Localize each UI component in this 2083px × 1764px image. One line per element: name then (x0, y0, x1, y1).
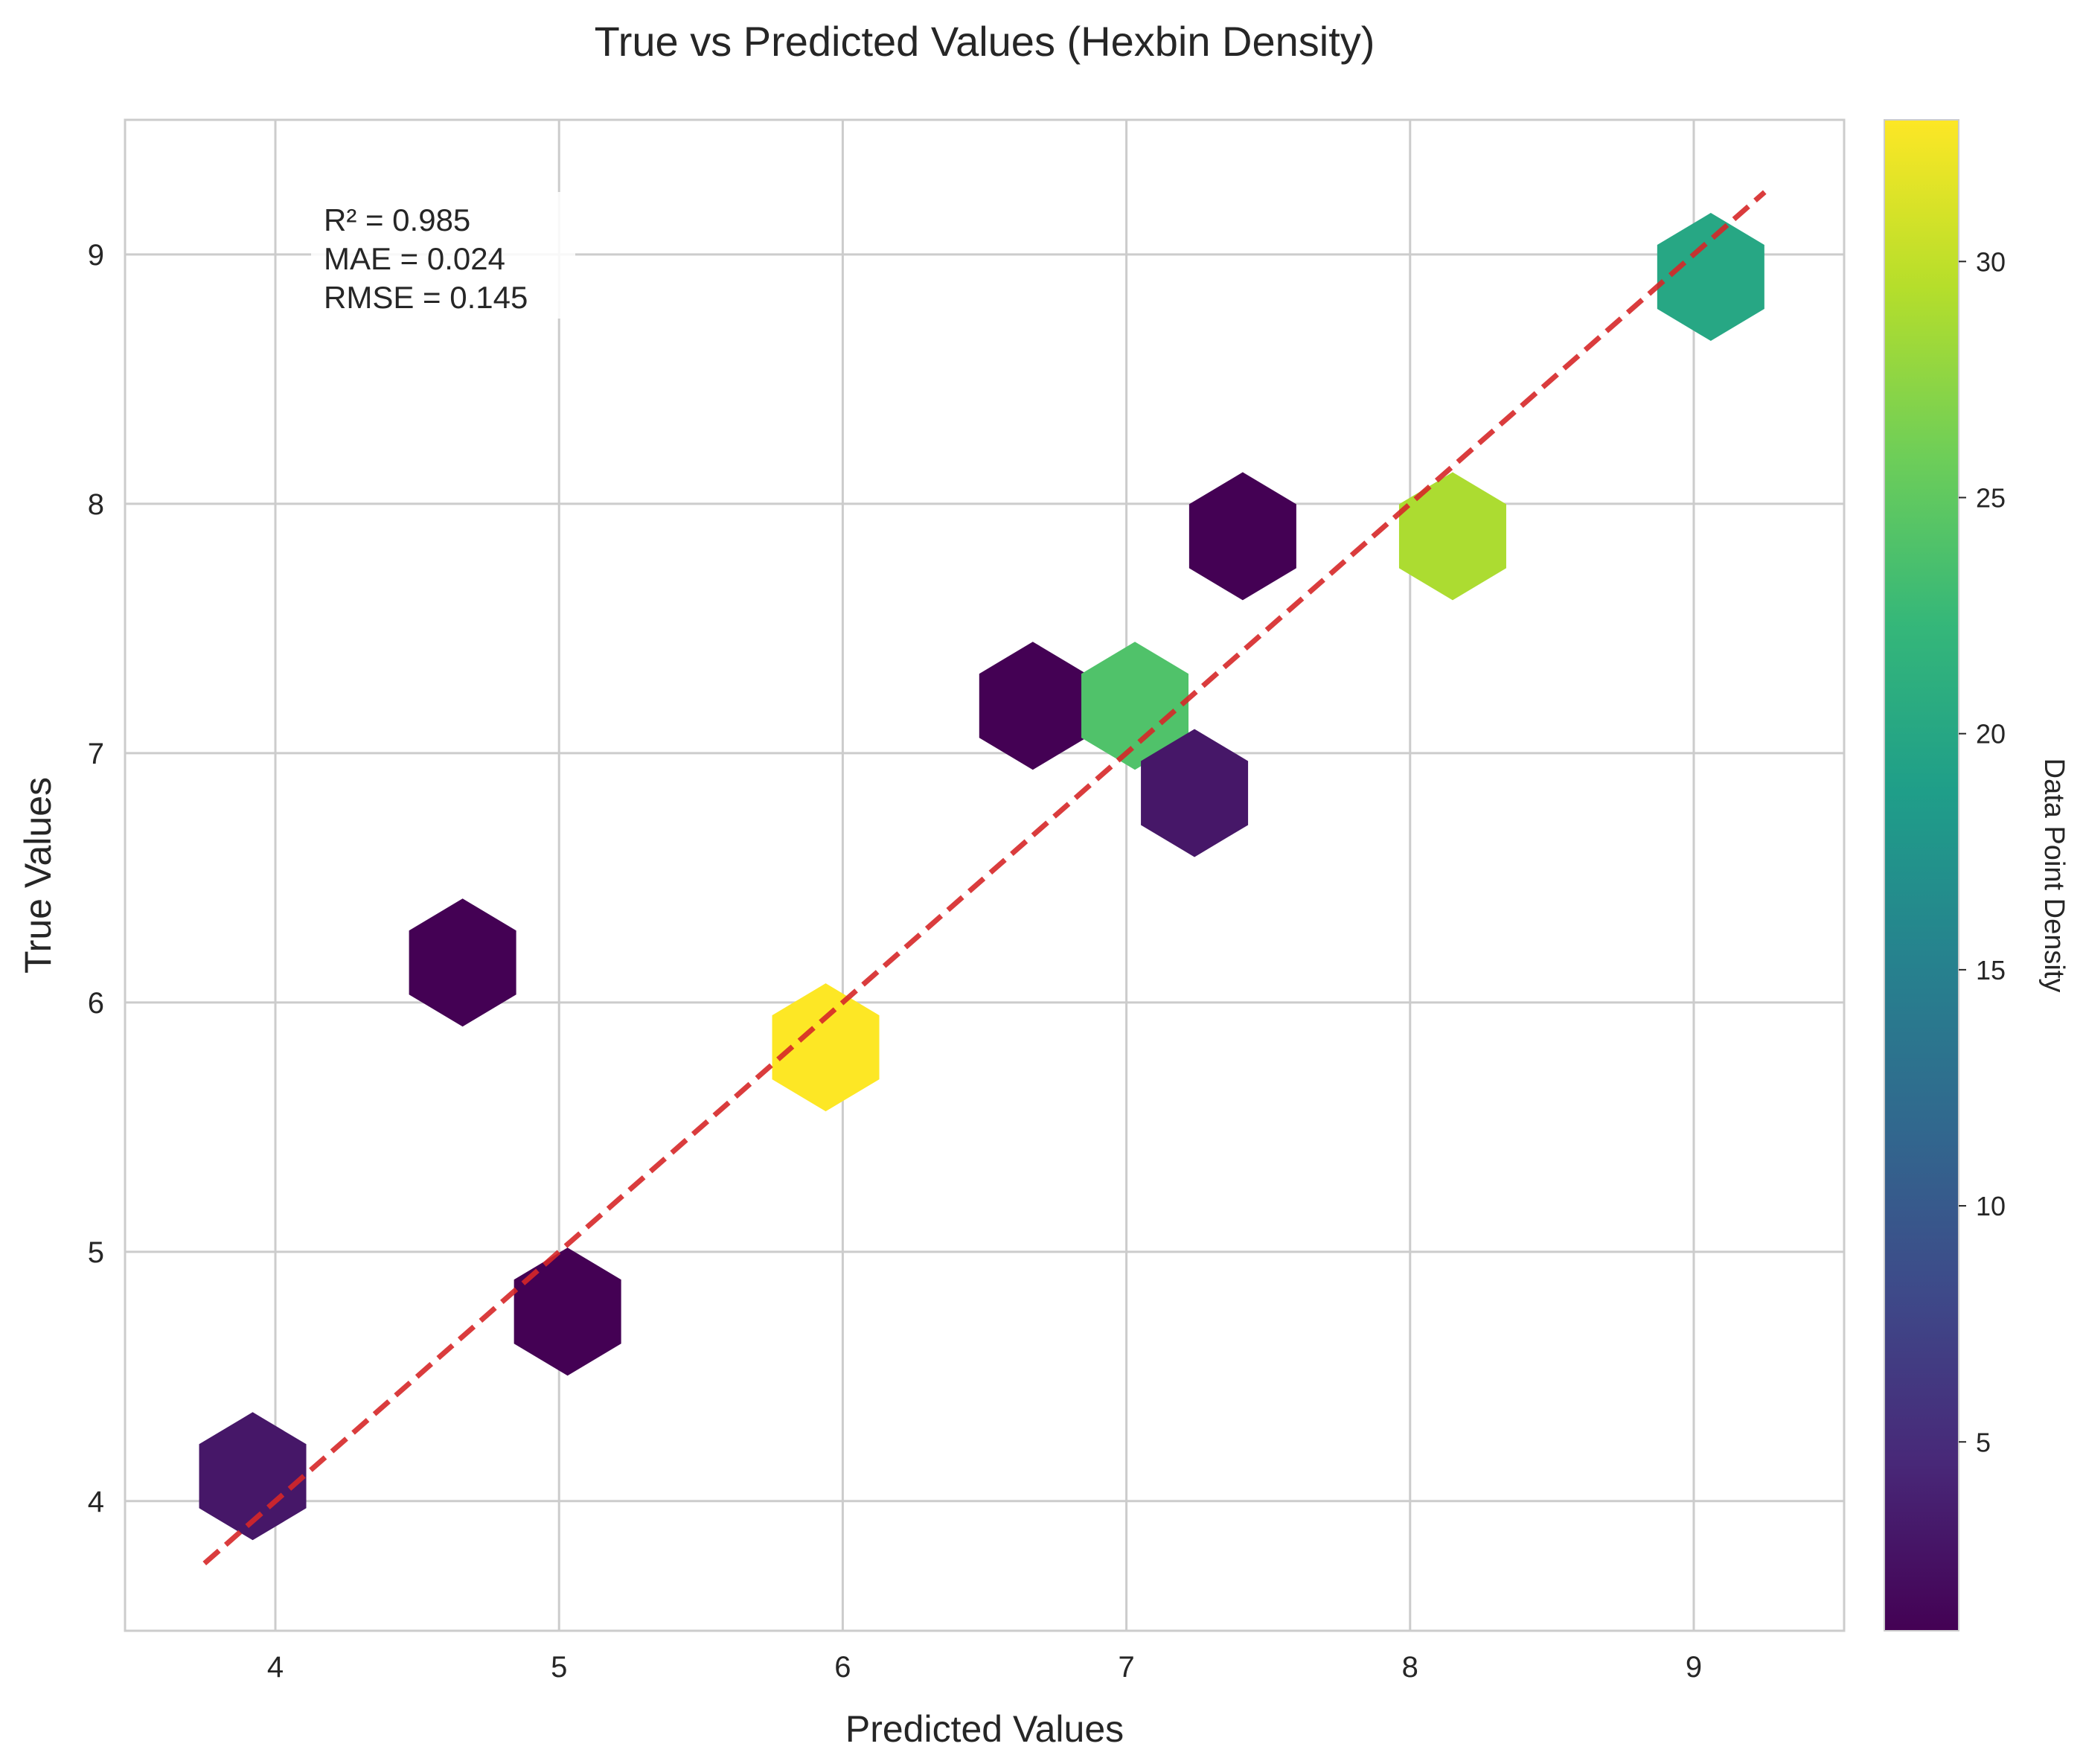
hexbin-cell (979, 642, 1087, 770)
y-tick-label: 4 (88, 1486, 104, 1518)
y-tick-label: 5 (88, 1236, 104, 1269)
x-tick-label: 8 (1402, 1651, 1418, 1684)
hexbin-cell (1141, 729, 1249, 857)
reference-line-path (202, 190, 1767, 1566)
stats-box: R² = 0.985 MAE = 0.024 RMSE = 0.145 (311, 192, 575, 319)
x-tick-label: 4 (267, 1651, 284, 1684)
plot-frame (124, 118, 1846, 1632)
stat-rmse: RMSE = 0.145 (324, 280, 528, 315)
x-tick-label: 9 (1686, 1651, 1702, 1684)
hexbin-cell (772, 983, 880, 1112)
colorbar-ticks: 5 10 15 20 25 30 (1959, 246, 2006, 1457)
hexbin-cell (1188, 472, 1296, 601)
reference-line (202, 190, 1767, 1566)
hexbin-cells (199, 213, 1764, 1541)
y-tick-label: 6 (88, 987, 104, 1020)
chart-title: True vs Predicted Values (Hexbin Density… (595, 18, 1375, 65)
colorbar-tick-label: 10 (1976, 1191, 2006, 1221)
y-tick-labels: 4 5 6 7 8 9 (88, 239, 104, 1518)
stat-r2: R² = 0.985 (324, 202, 470, 237)
colorbar-tick-label: 5 (1976, 1427, 1991, 1457)
x-axis-label: Predicted Values (845, 1708, 1124, 1750)
hexbin-cell (513, 1247, 621, 1376)
y-tick-label: 9 (88, 239, 104, 272)
colorbar (1884, 119, 1959, 1632)
x-tick-label: 6 (834, 1651, 851, 1684)
x-tick-label: 5 (551, 1651, 567, 1684)
colorbar-tick-label: 25 (1976, 483, 2006, 514)
colorbar-tick-label: 20 (1976, 719, 2006, 750)
colorbar-tick-label: 15 (1976, 955, 2006, 985)
y-tick-label: 7 (88, 738, 104, 770)
y-axis-label: True Values (17, 777, 59, 974)
stat-mae: MAE = 0.024 (324, 241, 505, 276)
x-tick-label: 7 (1118, 1651, 1134, 1684)
colorbar-tick-label: 30 (1976, 246, 2006, 277)
colorbar-label: Data Point Density (2038, 758, 2070, 993)
stats-box-background (311, 192, 575, 319)
hexbin-cell (199, 1412, 307, 1541)
x-tick-labels: 4 5 6 7 8 9 (267, 1651, 1702, 1684)
hexbin-cell (1657, 213, 1764, 342)
y-tick-label: 8 (88, 488, 104, 521)
hexbin-cell (409, 898, 516, 1027)
hexbin-cell (1398, 472, 1506, 601)
hexbin-cell (1081, 642, 1189, 770)
